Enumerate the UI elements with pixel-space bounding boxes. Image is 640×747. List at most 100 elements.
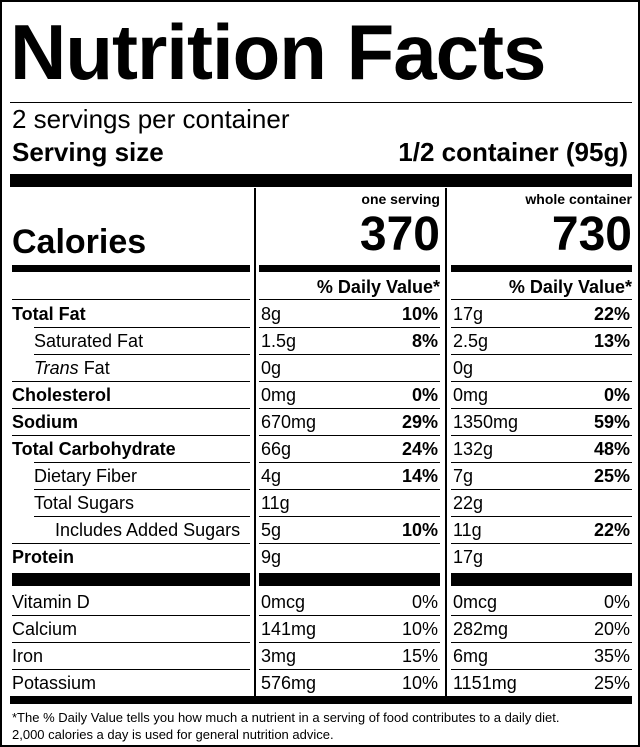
nutrient-name-text: Total Fat: [12, 304, 86, 324]
amount: 132g: [453, 439, 494, 459]
rule: [259, 462, 440, 463]
rule: [259, 354, 440, 355]
amount: 576mg: [261, 673, 317, 693]
daily-value: 29%: [401, 412, 438, 432]
amount: 0mg: [261, 385, 297, 405]
daily-value: 25%: [593, 673, 630, 693]
nutrient-name-text: Total Carbohydrate: [12, 439, 176, 459]
rule: [445, 188, 447, 696]
rule: [259, 265, 440, 272]
dv-header: % Daily Value*: [508, 277, 632, 297]
rule: [12, 573, 250, 586]
amount: 3mg: [261, 646, 297, 666]
calories-value: 370: [359, 208, 440, 261]
daily-value: 0%: [411, 385, 438, 405]
amount: 9g: [261, 547, 282, 567]
rule: [451, 642, 632, 643]
nutrient-name: Saturated Fat: [34, 329, 143, 353]
nutrient-name: Dietary Fiber: [34, 464, 137, 488]
nutrient-name-text: Vitamin D: [12, 592, 90, 612]
daily-value: 22%: [593, 304, 630, 324]
daily-value: 59%: [593, 412, 630, 432]
nutrient-name: Calcium: [12, 617, 77, 641]
rule: [259, 299, 440, 300]
amount: 0g: [453, 358, 474, 378]
rule: [12, 669, 250, 670]
serving-size-label: Serving size: [12, 137, 164, 167]
rule: [34, 462, 250, 463]
rule: [10, 102, 632, 103]
rule: [10, 174, 632, 187]
rule: [259, 381, 440, 382]
nutrient-name-text: Saturated Fat: [34, 331, 144, 351]
title: Nutrition Facts: [10, 8, 546, 96]
nutrient-name: Total Carbohydrate: [12, 437, 176, 461]
rule: [259, 669, 440, 670]
daily-value: 22%: [593, 520, 630, 540]
rule: [12, 381, 250, 382]
nutrient-name-text: Potassium: [12, 673, 97, 693]
amount: 0mcg: [261, 592, 306, 612]
column-header: one serving: [361, 191, 440, 207]
rule: [451, 462, 632, 463]
serving-size-value: 1/2 container (95g): [398, 137, 628, 167]
daily-value: 0%: [411, 592, 438, 612]
rule: [451, 299, 632, 300]
nutrient-name: Potassium: [12, 671, 96, 695]
amount: 22g: [453, 493, 484, 513]
rule: [12, 543, 250, 544]
nutrient-name: Vitamin D: [12, 590, 90, 614]
amount: 66g: [261, 439, 292, 459]
rule: [34, 489, 250, 490]
nutrient-name: Total Fat: [12, 302, 86, 326]
amount: 1.5g: [261, 331, 297, 351]
amount: 0mg: [453, 385, 489, 405]
nutrient-name: Protein: [12, 545, 74, 569]
nutrient-name-text: Sodium: [12, 412, 78, 432]
amount: 141mg: [261, 619, 317, 639]
rule: [451, 669, 632, 670]
amount: 1151mg: [453, 673, 517, 693]
nutrient-name-text: Total Sugars: [34, 493, 135, 513]
rule: [254, 188, 256, 696]
rule: [451, 408, 632, 409]
daily-value: 15%: [401, 646, 438, 666]
nutrient-name-text: Dietary Fiber: [34, 466, 138, 486]
rule: [451, 543, 632, 544]
calories-label: Calories: [12, 223, 147, 261]
rule: [12, 299, 250, 300]
nutrient-name: Iron: [12, 644, 43, 668]
daily-value: 14%: [401, 466, 438, 486]
daily-value: 8%: [411, 331, 438, 351]
amount: 11g: [453, 520, 482, 540]
nutrient-name-text: Cholesterol: [12, 385, 112, 405]
nutrient-name: Sodium: [12, 410, 78, 434]
rule: [259, 435, 440, 436]
daily-value: 10%: [401, 520, 438, 540]
nutrient-name: Total Sugars: [34, 491, 134, 515]
daily-value: 20%: [593, 619, 630, 639]
rule: [259, 543, 440, 544]
rule: [451, 354, 632, 355]
nutrient-name-italic: Trans: [34, 358, 79, 378]
rule: [451, 516, 632, 517]
daily-value: 10%: [401, 673, 438, 693]
rule: [451, 327, 632, 328]
nutrient-name-text: Includes Added Sugars: [55, 520, 241, 540]
rule: [34, 327, 250, 328]
amount: 282mg: [453, 619, 509, 639]
nutrient-name-text: Protein: [12, 547, 75, 567]
amount: 17g: [453, 547, 484, 567]
amount: 8g: [261, 304, 282, 324]
rule: [451, 265, 632, 272]
amount: 17g: [453, 304, 484, 324]
daily-value: 0%: [603, 385, 630, 405]
rule: [259, 489, 440, 490]
rule: [12, 408, 250, 409]
rule: [34, 516, 250, 517]
footnote: 2,000 calories a day is used for general…: [12, 727, 334, 742]
calories-value: 730: [551, 208, 632, 261]
daily-value: 25%: [593, 466, 630, 486]
rule: [259, 615, 440, 616]
